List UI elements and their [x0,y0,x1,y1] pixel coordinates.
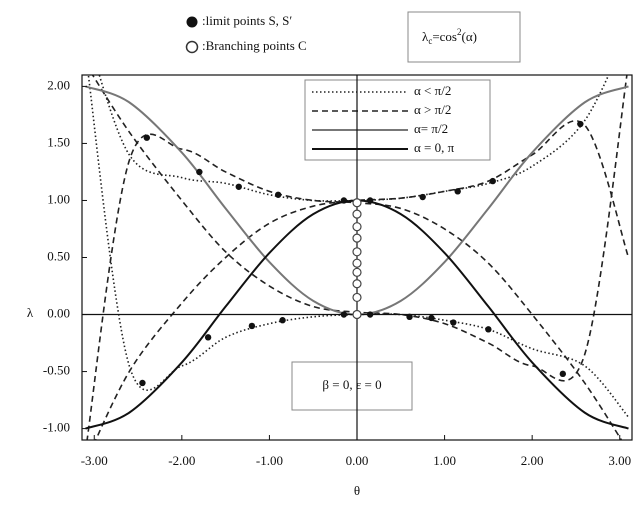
legend-label: α < π/2 [414,83,451,98]
formula-part: λ [422,29,429,44]
limit-point [274,191,282,198]
formula-part: =cos [432,29,457,44]
limit-point [419,193,426,201]
x-tick-label: -3.00 [81,453,108,468]
line-legend: α < π/2 α > π/2 α= π/2 α = 0, π [304,79,491,161]
formula-part: 2 [457,27,462,37]
limit-point [450,319,457,326]
limit-point [406,313,413,321]
marker-legend: :limit points S, S′ :Branching points C [185,13,307,54]
formula: λc=cos2(α) [422,27,477,46]
legend-label: α= π/2 [414,121,448,136]
branching-point [352,198,362,208]
parameter-frame [291,361,413,411]
x-tick-label: 3.00 [608,453,631,468]
limit-point [139,379,146,387]
y-tick-label: 0.00 [47,306,70,321]
y-tick-label: -1.00 [43,420,70,435]
legend-filled-marker [186,16,198,28]
limit-point [235,183,242,190]
legend-label: α > π/2 [414,102,451,117]
curve [98,75,610,202]
limit-point [204,334,212,341]
branching-point [352,292,362,303]
branching-point [352,258,362,268]
formula-frame [407,11,521,63]
legend-label: :Branching points C [202,38,307,53]
x-tick-label: -2.00 [168,453,195,468]
y-tick-label: -0.50 [43,363,70,378]
branching-point [352,222,362,232]
x-tick-label: 0.00 [346,453,369,468]
parameters: β = 0, ε = 0 [322,377,381,392]
limit-point [454,188,461,195]
legend-open-marker [185,40,199,54]
x-tick-label: 1.00 [433,453,456,468]
y-tick-label: 2.00 [47,77,70,92]
y-axis-label: λ [27,305,34,320]
y-tick-label: 1.50 [47,134,70,149]
limit-point [340,197,348,204]
branching-point [352,267,362,277]
formula-box: λc=cos2(α) [407,11,521,63]
x-axis-label: θ [354,483,360,498]
limit-point [366,311,374,318]
parameter-box: β = 0, ε = 0 [291,361,413,411]
limit-point [366,197,374,204]
limit-point [485,326,492,333]
formula-part: (α) [461,29,476,44]
formula-part: c [428,36,432,46]
limit-point [279,317,286,324]
branching-point [352,279,362,289]
branching-point [352,233,362,243]
y-tick-label: 0.50 [47,248,70,263]
x-tick-label: 2.00 [521,453,544,468]
limit-point [248,322,256,330]
branching-point [352,247,362,257]
limit-point [143,134,151,141]
limit-point [489,177,496,185]
limit-point [196,168,203,176]
limit-point [428,314,435,322]
branching-point [352,309,362,320]
legend-label: :limit points S, S′ [202,13,292,28]
limit-point [559,370,567,378]
x-tick-label: -1.00 [256,453,283,468]
curve [94,120,630,440]
y-tick-label: 1.00 [47,191,70,206]
limit-point [340,311,348,318]
legend-label: α = 0, π [414,140,455,155]
limit-point [577,120,584,128]
legend-frame [304,79,491,161]
curve [87,75,630,418]
branching-point [352,209,362,219]
